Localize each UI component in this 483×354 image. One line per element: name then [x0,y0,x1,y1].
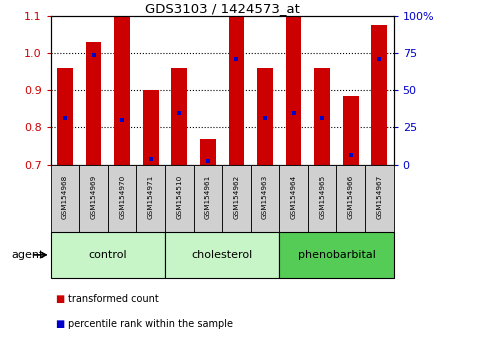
Bar [228,16,244,165]
Title: GDS3103 / 1424573_at: GDS3103 / 1424573_at [145,2,299,15]
Text: GSM154965: GSM154965 [319,175,325,219]
Bar [200,138,216,165]
Bar [365,165,394,232]
Bar [114,16,130,165]
Text: GSM154968: GSM154968 [62,175,68,219]
Bar [85,42,101,165]
Text: GSM154961: GSM154961 [205,175,211,219]
Text: transformed count: transformed count [68,294,158,304]
Bar [79,165,108,232]
Bar [171,68,187,165]
Bar [51,165,79,232]
Text: GSM154966: GSM154966 [348,175,354,219]
Text: phenobarbital: phenobarbital [298,250,375,260]
Bar [343,96,359,165]
Bar [257,68,273,165]
Bar [57,68,73,165]
Bar [165,232,279,278]
Text: percentile rank within the sample: percentile rank within the sample [68,319,233,329]
Bar [222,165,251,232]
Text: GSM154967: GSM154967 [376,175,383,219]
Text: GSM154971: GSM154971 [148,175,154,219]
Bar [194,165,222,232]
Bar [286,16,301,165]
Bar [143,90,158,165]
Text: ■: ■ [56,294,65,304]
Bar [51,232,165,278]
Bar [337,165,365,232]
Bar [279,165,308,232]
Text: GSM154969: GSM154969 [91,175,97,219]
Bar [279,232,394,278]
Text: GSM154963: GSM154963 [262,175,268,219]
Bar [251,165,279,232]
Bar [371,25,387,165]
Bar [137,165,165,232]
Bar [314,68,330,165]
Text: GSM154962: GSM154962 [233,175,240,219]
Text: GSM154964: GSM154964 [291,175,297,219]
Bar [165,165,194,232]
Text: agent: agent [11,250,43,260]
Bar [108,165,137,232]
Text: GSM154510: GSM154510 [176,175,182,219]
Text: cholesterol: cholesterol [192,250,253,260]
Text: control: control [88,250,127,260]
Bar [308,165,337,232]
Text: ■: ■ [56,319,65,329]
Text: GSM154970: GSM154970 [119,175,125,219]
